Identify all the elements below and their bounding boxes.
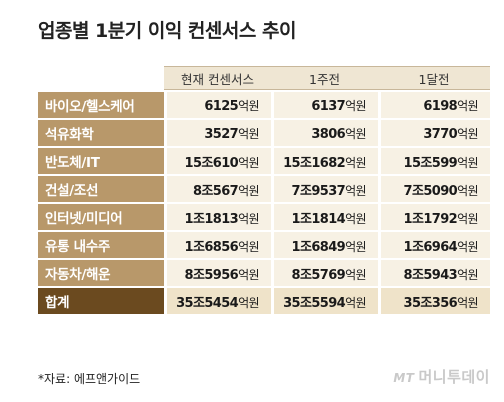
value-unit: 억원 (238, 183, 259, 198)
value-unit: 억원 (457, 211, 478, 226)
value-number: 8조567 (192, 183, 239, 199)
total-value-cell: 35조356억원 (378, 288, 490, 314)
total-value-cell: 35조5594억원 (271, 288, 378, 314)
value-unit: 억원 (457, 155, 478, 170)
value-number: 1조6856 (184, 239, 239, 255)
value-cell: 3806억원 (271, 120, 378, 146)
value-cell: 1조6964억원 (378, 232, 490, 258)
value-number: 6125 (204, 98, 239, 114)
value-cell: 6125억원 (164, 92, 271, 118)
value-unit: 억원 (457, 295, 478, 310)
value-cell: 3527억원 (164, 120, 271, 146)
header-row: 현재 컨센서스 1주전 1달전 (38, 66, 490, 90)
value-unit: 억원 (238, 211, 259, 226)
value-cell: 1조6856억원 (164, 232, 271, 258)
value-cell: 1조1792억원 (378, 204, 490, 230)
row-category: 건설/조선 (38, 176, 164, 202)
table-row: 유통 내수주 1조6856억원 1조6849억원 1조6964억원 (38, 232, 490, 258)
total-value-cell: 35조5454억원 (164, 288, 271, 314)
watermark-logo: MT 머니투데이 (393, 366, 490, 387)
value-unit: 억원 (457, 267, 478, 282)
value-number: 35조5454 (176, 295, 239, 311)
value-number: 15조610 (184, 155, 239, 171)
value-cell: 1조6849억원 (271, 232, 378, 258)
value-number: 3806 (311, 126, 346, 142)
value-cell: 8조5943억원 (378, 260, 490, 286)
row-category: 바이오/헬스케어 (38, 92, 164, 118)
table-row: 인터넷/미디어 1조1813억원 1조1814억원 1조1792억원 (38, 204, 490, 230)
value-unit: 억원 (345, 98, 366, 113)
table-row: 반도체/IT 15조610억원 15조1682억원 15조599억원 (38, 148, 490, 174)
row-category: 유통 내수주 (38, 232, 164, 258)
value-number: 1조1813 (184, 211, 239, 227)
value-cell: 8조567억원 (164, 176, 271, 202)
value-cell: 15조599억원 (378, 148, 490, 174)
row-category: 인터넷/미디어 (38, 204, 164, 230)
value-unit: 억원 (457, 126, 478, 141)
value-unit: 억원 (457, 98, 478, 113)
header-corner (38, 66, 164, 90)
value-number: 1조1814 (291, 211, 346, 227)
value-unit: 억원 (238, 239, 259, 254)
value-number: 6137 (311, 98, 346, 114)
table-row: 바이오/헬스케어 6125억원 6137억원 6198억원 (38, 92, 490, 118)
consensus-table: 현재 컨센서스 1주전 1달전 바이오/헬스케어 6125억원 6137억원 6… (38, 64, 490, 316)
value-cell: 6137억원 (271, 92, 378, 118)
value-unit: 억원 (345, 295, 366, 310)
value-cell: 6198억원 (378, 92, 490, 118)
value-unit: 억원 (345, 211, 366, 226)
value-unit: 억원 (345, 239, 366, 254)
value-number: 8조5769 (291, 267, 346, 283)
row-category: 반도체/IT (38, 148, 164, 174)
row-category: 자동차/해운 (38, 260, 164, 286)
column-header-current: 현재 컨센서스 (164, 66, 271, 90)
value-unit: 억원 (238, 98, 259, 113)
value-unit: 억원 (345, 267, 366, 282)
column-header-1week: 1주전 (271, 66, 378, 90)
value-unit: 억원 (457, 239, 478, 254)
value-number: 3527 (204, 126, 239, 142)
value-number: 7조9537 (291, 183, 346, 199)
value-number: 3770 (423, 126, 458, 142)
watermark-prefix: MT (393, 371, 415, 385)
value-unit: 억원 (345, 183, 366, 198)
value-cell: 3770억원 (378, 120, 490, 146)
value-cell: 1조1814억원 (271, 204, 378, 230)
value-unit: 억원 (238, 267, 259, 282)
table-row: 석유화학 3527억원 3806억원 3770억원 (38, 120, 490, 146)
page-title: 업종별 1분기 이익 컨센서스 추이 (38, 20, 296, 42)
value-number: 8조5943 (403, 267, 458, 283)
value-unit: 억원 (345, 126, 366, 141)
value-unit: 억원 (238, 155, 259, 170)
value-cell: 15조1682억원 (271, 148, 378, 174)
value-number: 15조1682 (283, 155, 346, 171)
value-cell: 8조5769억원 (271, 260, 378, 286)
value-number: 35조5594 (283, 295, 346, 311)
value-cell: 7조9537억원 (271, 176, 378, 202)
value-cell: 7조5090억원 (378, 176, 490, 202)
source-note: *자료: 에프앤가이드 (38, 372, 141, 386)
value-number: 15조599 (403, 155, 458, 171)
value-number: 1조1792 (403, 211, 458, 227)
total-label: 합계 (38, 288, 164, 314)
value-cell: 15조610억원 (164, 148, 271, 174)
row-category: 석유화학 (38, 120, 164, 146)
value-number: 8조5956 (184, 267, 239, 283)
total-row: 합계 35조5454억원 35조5594억원 35조356억원 (38, 288, 490, 314)
watermark-name: 머니투데이 (418, 368, 490, 386)
table-row: 자동차/해운 8조5956억원 8조5769억원 8조5943억원 (38, 260, 490, 286)
value-unit: 억원 (457, 183, 478, 198)
value-number: 1조6964 (403, 239, 458, 255)
table-row: 건설/조선 8조567억원 7조9537억원 7조5090억원 (38, 176, 490, 202)
value-number: 35조356 (403, 295, 458, 311)
value-number: 6198 (423, 98, 458, 114)
value-unit: 억원 (238, 126, 259, 141)
value-number: 1조6849 (291, 239, 346, 255)
value-cell: 8조5956억원 (164, 260, 271, 286)
value-unit: 억원 (345, 155, 366, 170)
value-cell: 1조1813억원 (164, 204, 271, 230)
value-unit: 억원 (238, 295, 259, 310)
value-number: 7조5090 (403, 183, 458, 199)
column-header-1month: 1달전 (378, 66, 490, 90)
